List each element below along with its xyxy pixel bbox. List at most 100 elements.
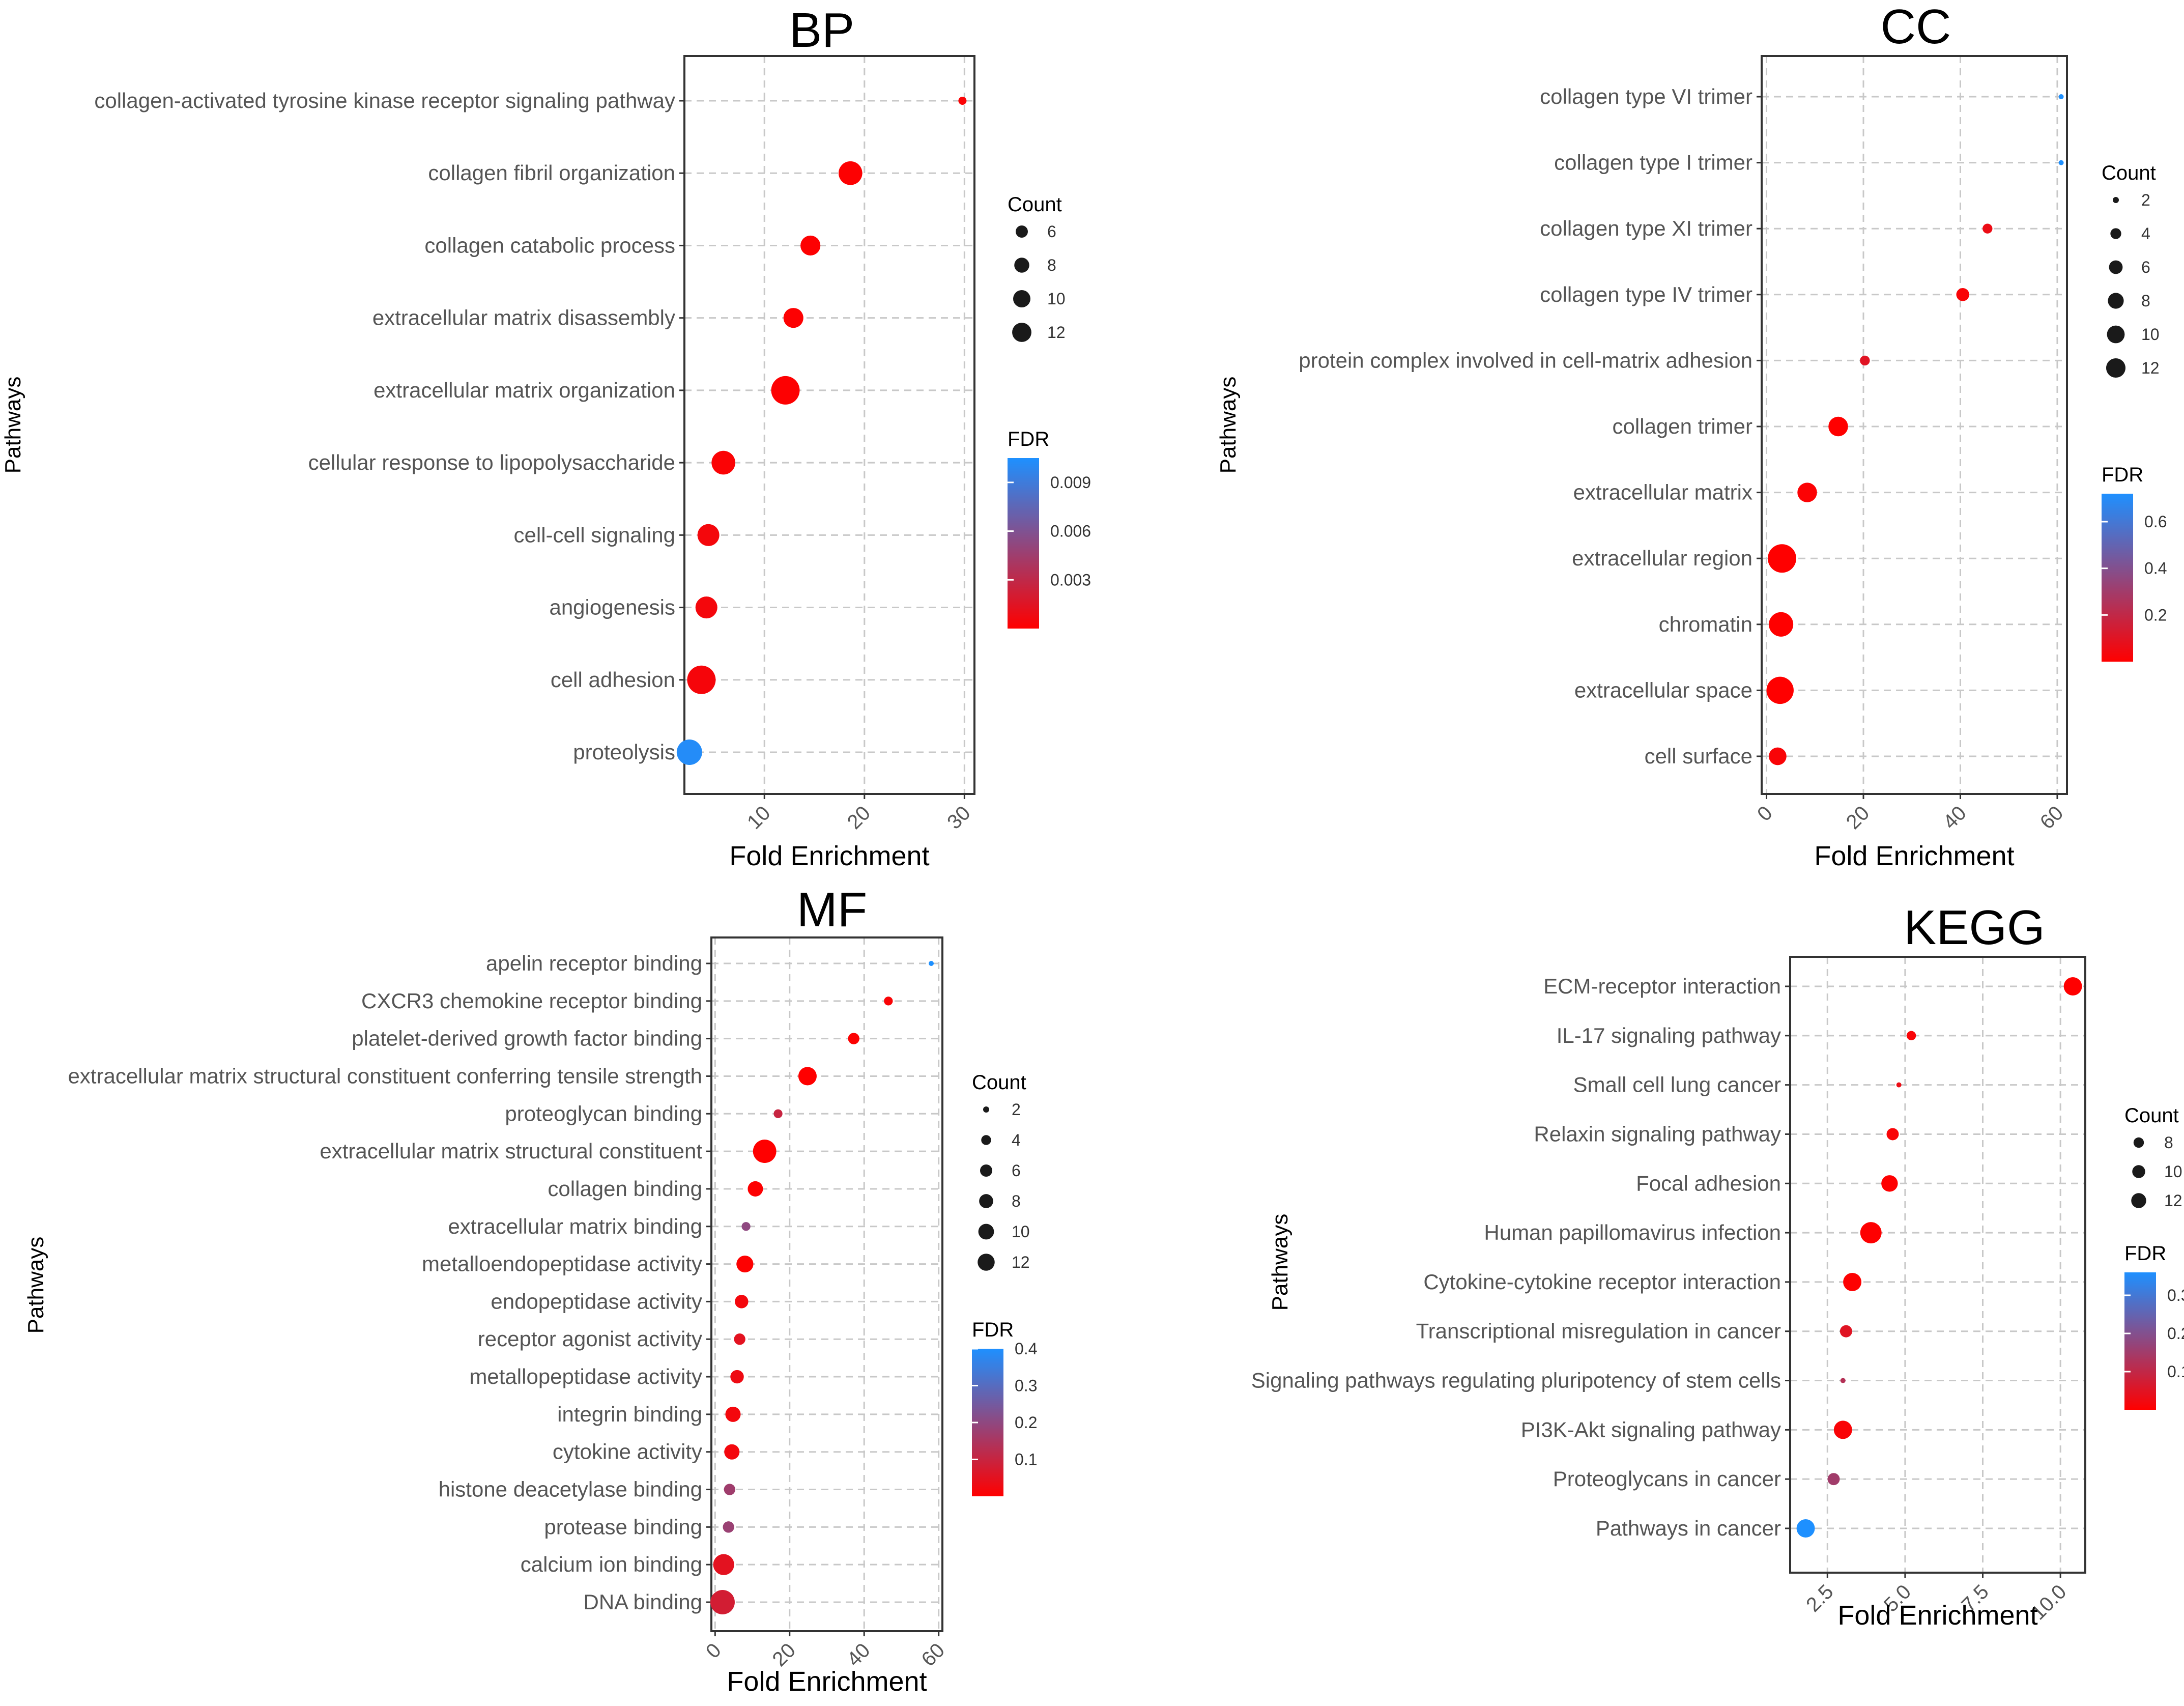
pathway-label: extracellular space <box>1574 678 1752 702</box>
colorbar-tick-label: 0.6 <box>2144 513 2167 531</box>
data-point <box>1860 1222 1882 1244</box>
data-point <box>1896 1082 1902 1088</box>
size-legend-title: Count <box>2124 1104 2179 1127</box>
pathway-label: metalloendopeptidase activity <box>422 1252 702 1276</box>
x-axis-title: Fold Enrichment <box>1814 841 2014 871</box>
data-point <box>958 97 967 105</box>
pathway-label: extracellular matrix disassembly <box>372 306 675 330</box>
colorbar-tick-label: 0.1 <box>2167 1362 2184 1381</box>
colorbar-tick-label: 0.4 <box>2144 559 2167 578</box>
size-legend-label: 10 <box>2141 325 2160 344</box>
size-legend-label: 12 <box>1047 323 1066 342</box>
data-point <box>798 1067 817 1086</box>
size-legend-label: 10 <box>1047 290 1066 308</box>
plot-frame <box>710 936 943 1632</box>
pathway-label: cytokine activity <box>553 1440 702 1464</box>
size-legend-dot <box>1013 290 1030 307</box>
x-tick-label: 20 <box>843 802 875 834</box>
x-axis-title: Fold Enrichment <box>729 841 929 871</box>
pathway-label: extracellular matrix organization <box>373 378 675 402</box>
pathway-label: collagen fibril organization <box>428 161 675 185</box>
colorbar-tick-label: 0.009 <box>1050 473 1091 492</box>
data-point <box>838 161 863 185</box>
color-legend-title: FDR <box>2124 1242 2166 1265</box>
pathway-label: extracellular matrix <box>1573 480 1752 504</box>
pathway-label: Proteoglycans in cancer <box>1553 1467 1781 1491</box>
data-point <box>800 235 821 256</box>
pathway-label: Human papillomavirus infection <box>1484 1220 1781 1244</box>
plot-frame <box>1761 55 2068 795</box>
pathway-label: CXCR3 chemokine receptor binding <box>361 989 702 1013</box>
data-point <box>1886 1128 1899 1141</box>
size-legend-dot <box>2113 197 2119 203</box>
size-legend-dot <box>2106 358 2126 378</box>
data-point <box>2058 160 2064 165</box>
x-tick-label: 40 <box>1939 802 1971 834</box>
pathway-label: angiogenesis <box>549 595 675 619</box>
data-point <box>734 1333 745 1345</box>
data-point <box>695 596 717 619</box>
pathway-label: ECM-receptor interaction <box>1543 974 1781 998</box>
x-tick-label: 0 <box>702 1639 726 1663</box>
size-legend-label: 8 <box>1012 1192 1021 1210</box>
panel-bp: BP collagen-activated tyrosine kinase rec… <box>1 3 1091 871</box>
colorbar-tick-label: 0.3 <box>1015 1377 1037 1395</box>
x-axis-title: Fold Enrichment <box>727 1666 927 1697</box>
panel-title: MF <box>797 883 868 937</box>
data-point <box>1860 355 1870 366</box>
pathway-label: extracellular matrix structural constitu… <box>320 1139 702 1163</box>
color-legend-title: FDR <box>2102 464 2143 486</box>
size-legend-dot <box>981 1135 991 1145</box>
size-legend-label: 12 <box>2141 359 2160 377</box>
size-legend-dot <box>2110 228 2121 239</box>
size-legend-label: 10 <box>1012 1222 1030 1241</box>
size-legend-label: 4 <box>1012 1131 1021 1149</box>
pathway-label: endopeptidase activity <box>491 1289 702 1313</box>
color-legend-title: FDR <box>1008 428 1049 450</box>
pathway-label: PI3K-Akt signaling pathway <box>1521 1417 1781 1441</box>
colorbar-tick-label: 0.2 <box>1015 1413 1037 1432</box>
fdr-colorbar <box>1008 458 1039 629</box>
data-point <box>1769 747 1787 765</box>
pathway-label: proteolysis <box>573 740 675 764</box>
data-point <box>1797 482 1817 502</box>
data-point <box>735 1295 749 1309</box>
pathway-label: Transcriptional misregulation in cancer <box>1416 1319 1781 1343</box>
size-legend-dot <box>2133 1137 2144 1148</box>
pathway-label: collagen type VI trimer <box>1540 84 1752 108</box>
pathway-label: cell surface <box>1645 744 1752 768</box>
data-point <box>1796 1519 1815 1538</box>
pathway-label: protein complex involved in cell-matrix … <box>1299 348 1752 372</box>
plot-frame <box>683 55 975 795</box>
size-legend-dot <box>1012 323 1031 342</box>
data-point <box>1843 1272 1862 1291</box>
data-point <box>1827 1473 1840 1486</box>
size-legend-dot <box>2108 293 2124 309</box>
size-legend-dot <box>2107 325 2125 344</box>
x-tick-label: 20 <box>1842 802 1874 834</box>
x-tick-label: 60 <box>2036 802 2068 834</box>
data-point <box>1906 1031 1916 1041</box>
data-point <box>783 308 803 328</box>
data-point <box>724 1484 736 1495</box>
size-legend-title: Count <box>2102 162 2156 184</box>
color-legend-title: FDR <box>972 1319 1014 1341</box>
colorbar-tick-label: 0.3 <box>2167 1286 2184 1304</box>
x-tick-label: 10 <box>743 802 775 834</box>
pathway-label: collagen catabolic process <box>424 233 675 257</box>
size-legend-label: 12 <box>1012 1253 1030 1271</box>
plot-frame <box>1789 956 2086 1574</box>
fdr-colorbar <box>2124 1272 2156 1410</box>
size-legend-dot <box>983 1106 989 1113</box>
y-axis-title: Pathways <box>1216 377 1241 474</box>
data-point <box>1840 1378 1846 1383</box>
pathway-label: metallopeptidase activity <box>469 1364 702 1388</box>
pathway-label: extracellular matrix binding <box>448 1214 702 1238</box>
colorbar-tick-label: 0.2 <box>2167 1324 2184 1343</box>
size-legend-label: 2 <box>2141 191 2150 209</box>
size-legend-label: 2 <box>1012 1100 1021 1119</box>
y-axis-title: Pathways <box>1 377 25 474</box>
pathway-label: collagen type I trimer <box>1554 151 1752 175</box>
size-legend-label: 4 <box>2141 224 2150 243</box>
